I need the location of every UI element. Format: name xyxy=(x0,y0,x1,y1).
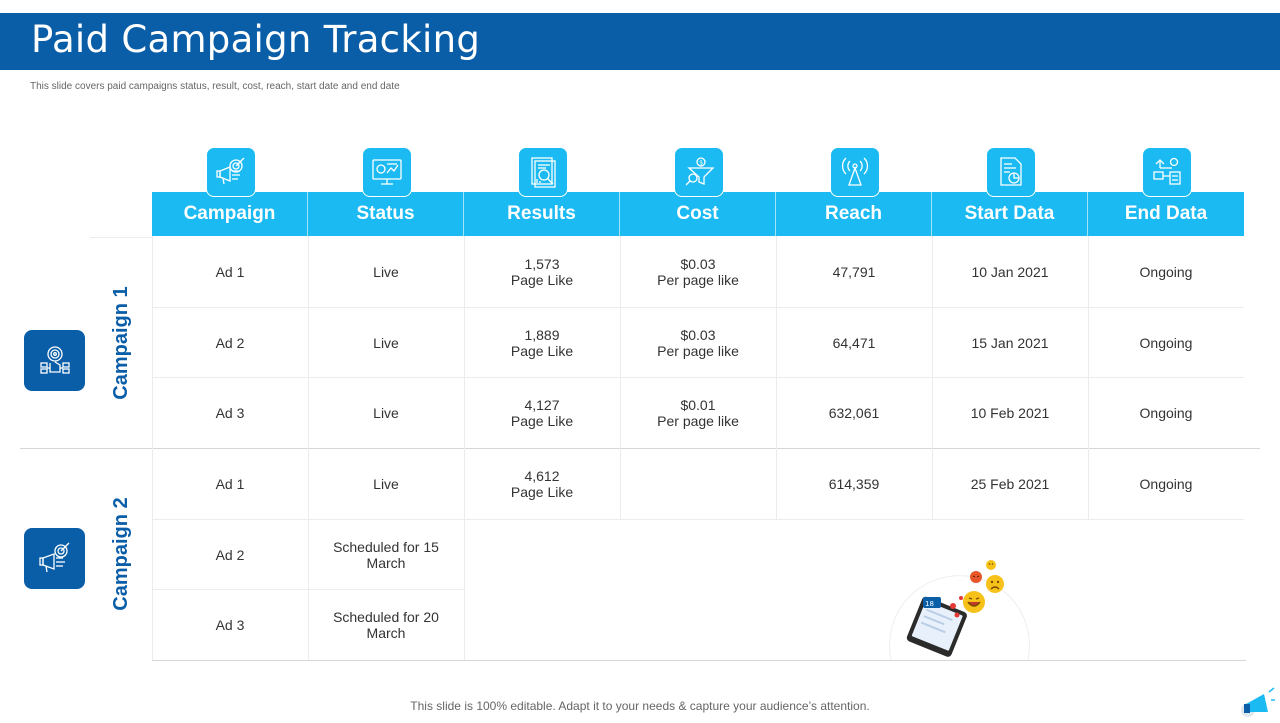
cell-cost: $0.01 Per page like xyxy=(657,397,739,429)
column-header-campaign: Campaign xyxy=(152,192,308,236)
cell-end-date: Ongoing xyxy=(1139,264,1193,280)
settings-flow-icon xyxy=(1142,147,1192,197)
megaphone-target-icon xyxy=(24,528,85,589)
cell-results: 1,573 Page Like xyxy=(510,256,574,288)
cell-cost xyxy=(620,449,776,519)
svg-text:$: $ xyxy=(699,160,703,167)
cell-status: Scheduled for 15 March xyxy=(333,539,439,571)
cell-status: Live xyxy=(373,264,399,280)
cell-end-date: Ongoing xyxy=(1139,405,1193,421)
target-hand-icon xyxy=(24,330,85,391)
divider xyxy=(620,236,621,519)
cell-results: 1,889 Page Like xyxy=(510,327,574,359)
cell-status: Scheduled for 20 March xyxy=(333,609,439,641)
page-subtitle: This slide covers paid campaigns status,… xyxy=(30,81,400,92)
column-header-reach: Reach xyxy=(776,192,932,236)
column-header-start-date: Start Data xyxy=(932,192,1088,236)
megaphone-icon xyxy=(1238,684,1276,718)
divider xyxy=(90,237,152,238)
table-bottom-border xyxy=(152,660,1246,661)
cell-start-date: 15 Jan 2021 xyxy=(971,335,1049,351)
divider xyxy=(932,236,933,519)
cell-campaign: Ad 1 xyxy=(215,476,245,492)
column-header-end-date: End Data xyxy=(1124,203,1208,224)
cell-campaign: Ad 1 xyxy=(215,264,245,280)
divider xyxy=(152,377,1244,378)
footer-note: This slide is 100% editable. Adapt it to… xyxy=(410,699,870,713)
cell-reach: 632,061 xyxy=(828,405,880,421)
divider xyxy=(152,519,1244,520)
cell-end-date: Ongoing xyxy=(1139,335,1193,351)
table-header: Campaign Status Results Cost Reach Start… xyxy=(152,192,1244,236)
column-header-results: Results xyxy=(464,192,620,236)
title-bar xyxy=(0,13,1280,70)
cell-reach: 47,791 xyxy=(832,264,876,280)
cell-end-date: Ongoing xyxy=(1139,476,1193,492)
page-title: Paid Campaign Tracking xyxy=(31,18,481,61)
monitor-dashboard-icon xyxy=(362,147,412,197)
cell-reach: 64,471 xyxy=(832,335,876,351)
svg-text:18: 18 xyxy=(925,600,934,608)
divider xyxy=(152,307,1244,308)
cell-status: Live xyxy=(373,476,399,492)
cell-start-date: 10 Feb 2021 xyxy=(970,405,1050,421)
cell-cost: $0.03 Per page like xyxy=(657,327,739,359)
divider xyxy=(776,236,777,519)
document-chart-icon xyxy=(986,147,1036,197)
column-header-cost: Cost xyxy=(620,192,776,236)
cell-cost: $0.03 Per page like xyxy=(657,256,739,288)
cell-campaign: Ad 2 xyxy=(215,335,245,351)
cell-status: Live xyxy=(373,335,399,351)
column-header-status: Status xyxy=(308,192,464,236)
campaign-divider xyxy=(20,448,1260,449)
cell-campaign: Ad 2 xyxy=(215,547,245,563)
cell-campaign: Ad 3 xyxy=(215,617,245,633)
funnel-search-icon: $ xyxy=(674,147,724,197)
cell-campaign: Ad 3 xyxy=(215,405,245,421)
campaign-2-label: Campaign 2 xyxy=(110,497,132,611)
cell-status: Live xyxy=(373,405,399,421)
divider xyxy=(1088,236,1089,519)
divider xyxy=(308,236,309,660)
divider xyxy=(152,236,153,660)
cell-start-date: 10 Jan 2021 xyxy=(971,264,1049,280)
broadcast-tower-icon xyxy=(830,147,880,197)
cell-reach: 614,359 xyxy=(828,476,880,492)
report-magnifier-icon xyxy=(518,147,568,197)
campaign-1-label: Campaign 1 xyxy=(110,286,132,400)
divider xyxy=(464,236,465,660)
phone-emoji-reactions-icon: 18 xyxy=(887,536,1032,661)
cell-start-date: 25 Feb 2021 xyxy=(970,476,1050,492)
megaphone-target-icon xyxy=(206,147,256,197)
cell-results: 4,612 Page Like xyxy=(510,468,574,500)
cell-results: 4,127 Page Like xyxy=(510,397,574,429)
